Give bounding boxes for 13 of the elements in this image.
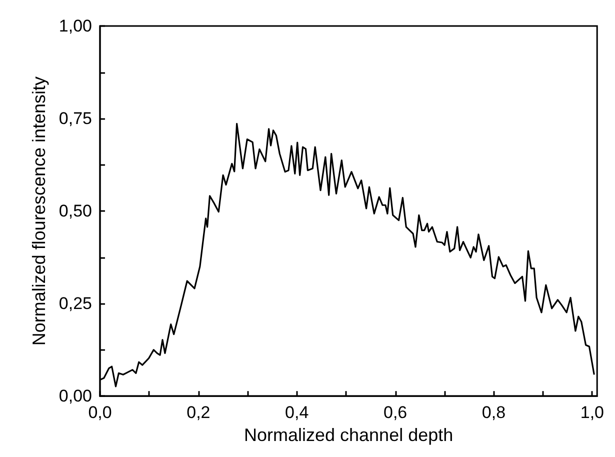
x-tick-label: 0,6 xyxy=(383,403,408,422)
x-tick-label: 0,0 xyxy=(88,403,112,422)
x-tick-label: 0,4 xyxy=(285,403,309,422)
y-tick-label: 1,00 xyxy=(58,16,92,36)
x-tick-label: 0,8 xyxy=(482,403,506,422)
y-tick-label: 0,25 xyxy=(58,294,92,314)
y-tick-label: 0,50 xyxy=(58,202,92,221)
y-tick-label: 0,00 xyxy=(58,386,92,406)
x-tick-label: 1,0 xyxy=(580,403,604,422)
x-tick-label: 0,2 xyxy=(186,403,210,422)
x-axis-title: Normalized channel depth xyxy=(244,425,454,445)
y-tick-label: 0,75 xyxy=(58,109,92,128)
y-axis-title: Normalized flourescence intensity xyxy=(29,76,49,346)
